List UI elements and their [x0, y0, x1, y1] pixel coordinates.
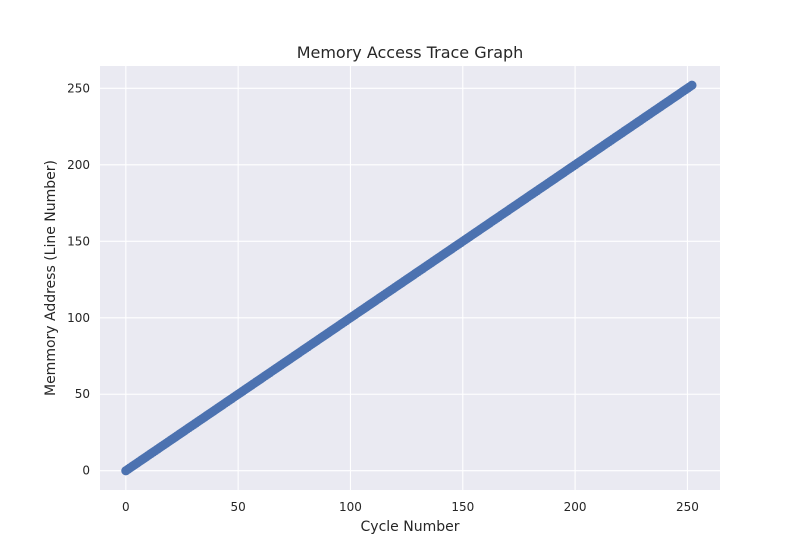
- y-tick-label: 200: [67, 158, 90, 172]
- y-tick-label: 50: [75, 387, 90, 401]
- y-tick-label: 100: [67, 311, 90, 325]
- x-tick-label: 200: [564, 500, 587, 514]
- chart-title: Memory Access Trace Graph: [297, 43, 524, 62]
- y-axis-label: Memmory Address (Line Number): [43, 160, 59, 396]
- data-point: [687, 80, 697, 90]
- x-tick-label: 250: [676, 500, 699, 514]
- x-tick-label: 50: [231, 500, 246, 514]
- y-tick-label: 0: [82, 464, 90, 478]
- x-tick-label: 0: [122, 500, 130, 514]
- y-ticks: 0 50 100 150 200 250: [67, 81, 90, 477]
- y-tick-label: 250: [67, 81, 90, 95]
- x-tick-label: 100: [339, 500, 362, 514]
- x-ticks: 0 50 100 150 200 250: [122, 500, 699, 514]
- data-points: [121, 80, 697, 476]
- x-tick-label: 150: [451, 500, 474, 514]
- y-tick-label: 150: [67, 234, 90, 248]
- x-axis-label: Cycle Number: [361, 519, 460, 535]
- grid: [100, 66, 720, 490]
